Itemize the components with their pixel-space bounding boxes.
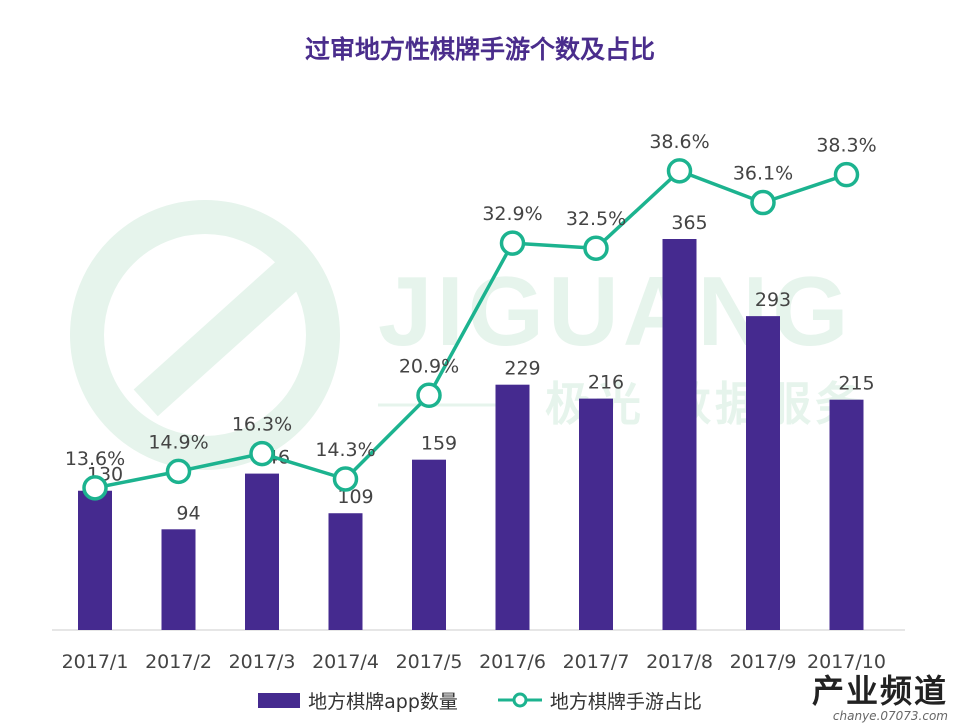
line-value-label: 16.3% — [232, 414, 292, 436]
bar — [245, 473, 279, 630]
line-value-label: 13.6% — [65, 448, 125, 470]
line-value-label: 38.6% — [649, 131, 709, 153]
chart-title: 过审地方性棋牌手游个数及占比 — [304, 35, 655, 64]
x-tick-label: 2017/9 — [730, 651, 797, 673]
line-value-label: 14.9% — [148, 431, 208, 453]
legend-item-bar[interactable]: 地方棋牌app数量 — [258, 687, 458, 714]
line-path — [94, 169, 848, 490]
x-tick-label: 2017/8 — [646, 651, 713, 673]
line-series: 13.6% 14.9% 16.3% 14.3% 20.9% 32.9% 32.5% 38.6%… — [65, 131, 877, 501]
x-tick-label: 2017/5 — [396, 651, 463, 673]
line-value-label: 38.3% — [816, 135, 876, 157]
line-point — [82, 475, 108, 501]
bar — [829, 399, 864, 630]
bar — [328, 513, 363, 630]
x-axis-ticks: 2017/1 2017/2 2017/3 2017/4 2017/5 2017/6 2017… — [62, 651, 886, 673]
bar — [746, 316, 780, 630]
x-tick-label: 2017/4 — [312, 651, 379, 673]
x-tick-label: 2017/3 — [229, 651, 296, 673]
watermark-brand: 产业频道 — [811, 672, 948, 710]
bar-value-label: 229 — [504, 358, 540, 380]
legend-line-label: 地方棋牌手游占比 — [549, 690, 702, 713]
bar — [161, 529, 196, 630]
line-value-label: 20.9% — [399, 355, 459, 377]
bar — [78, 490, 112, 630]
line-value-label: 14.3% — [315, 439, 375, 461]
bar-value-label: 293 — [755, 289, 791, 311]
legend-item-line[interactable]: 地方棋牌手游占比 — [497, 687, 702, 714]
line-point — [416, 382, 442, 409]
bar-value-label: 215 — [838, 373, 874, 395]
legend-line-swatch — [497, 692, 542, 708]
line-point — [833, 161, 860, 188]
bar-value-label: 365 — [671, 212, 707, 234]
bar-series: 13094146109159229216365293215 — [78, 212, 875, 630]
chart-canvas: JIGUANG 极光 数据服务 130941461091592292163652… — [52, 131, 905, 673]
legend-bar-label: 地方棋牌app数量 — [308, 690, 458, 713]
bar-value-label: 216 — [588, 372, 624, 394]
bar-value-label: 94 — [176, 502, 200, 524]
line-value-label: 36.1% — [733, 163, 793, 185]
site-watermark: 产业频道 chanye.07073.com — [812, 675, 948, 722]
line-point — [165, 458, 192, 485]
line-value-label: 32.5% — [566, 208, 626, 230]
line-point — [666, 158, 693, 184]
legend-bar-swatch — [258, 692, 301, 708]
x-tick-label: 2017/2 — [145, 651, 212, 673]
line-point — [249, 440, 275, 467]
x-tick-label: 2017/6 — [479, 651, 546, 673]
x-tick-label: 2017/7 — [563, 651, 630, 673]
x-tick-label: 2017/10 — [807, 651, 886, 673]
chart-legend: 地方棋牌app数量 地方棋牌手游占比 — [0, 680, 960, 720]
line-point — [750, 189, 776, 216]
bar — [662, 239, 697, 630]
watermark-url: chanye.07073.com — [832, 709, 948, 723]
jiguang-logo-icon — [70, 200, 340, 470]
line-value-label: 32.9% — [482, 203, 542, 225]
bar-value-label: 109 — [337, 486, 373, 508]
line-point — [583, 235, 609, 261]
bar — [579, 398, 613, 630]
line-point — [332, 466, 359, 492]
bar — [495, 384, 530, 630]
line-point — [499, 230, 526, 256]
bar — [412, 459, 446, 630]
x-tick-label: 2017/1 — [62, 651, 129, 673]
bar-value-label: 159 — [421, 433, 457, 455]
